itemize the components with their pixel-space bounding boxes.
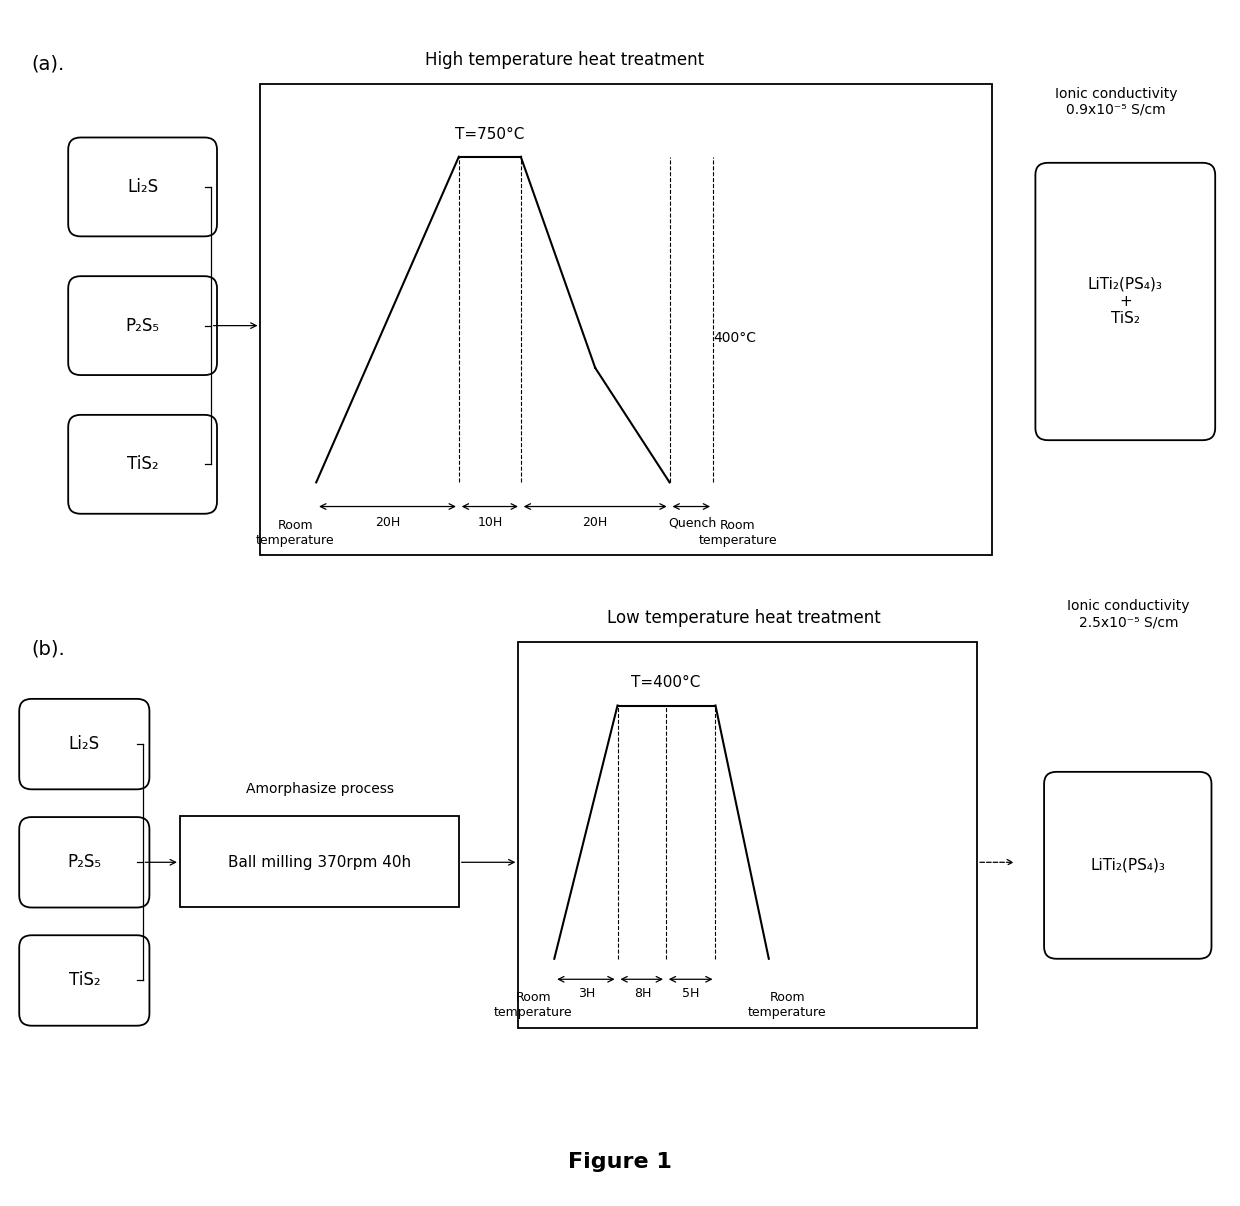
Text: Room
temperature: Room temperature [494,991,573,1019]
FancyBboxPatch shape [20,818,150,908]
Text: Li₂S: Li₂S [126,178,159,195]
Text: 10H: 10H [477,516,502,529]
FancyBboxPatch shape [20,936,150,1025]
Bar [260,84,992,555]
Text: High temperature heat treatment: High temperature heat treatment [424,51,704,69]
Text: P₂S₅: P₂S₅ [67,854,102,871]
Text: 5H: 5H [682,987,699,1000]
FancyBboxPatch shape [68,276,217,375]
Bar [180,816,459,907]
Text: 3H: 3H [578,987,595,1000]
Text: Low temperature heat treatment: Low temperature heat treatment [608,609,880,627]
Text: Quench: Quench [668,516,715,529]
Text: TiS₂: TiS₂ [68,972,100,989]
Text: P₂S₅: P₂S₅ [125,317,160,334]
Bar [518,642,977,1028]
FancyBboxPatch shape [68,137,217,236]
FancyBboxPatch shape [20,699,150,790]
Text: 8H: 8H [634,987,651,1000]
Text: Room
temperature: Room temperature [698,519,777,546]
Text: LiTi₂(PS₄)₃
+
TiS₂: LiTi₂(PS₄)₃ + TiS₂ [1087,276,1163,327]
Text: Room
temperature: Room temperature [255,519,335,546]
Text: Li₂S: Li₂S [68,736,100,753]
Text: Ball milling 370rpm 40h: Ball milling 370rpm 40h [228,855,412,870]
Text: Ionic conductivity
0.9x10⁻⁵ S/cm: Ionic conductivity 0.9x10⁻⁵ S/cm [1055,87,1177,117]
Text: (a).: (a). [31,54,64,74]
Text: 400°C: 400°C [713,330,756,345]
FancyBboxPatch shape [1044,772,1211,959]
Text: Room
temperature: Room temperature [748,991,827,1019]
Text: Figure 1: Figure 1 [568,1152,672,1172]
Text: TiS₂: TiS₂ [126,456,159,473]
Text: Amorphasize process: Amorphasize process [246,781,394,796]
Text: (b).: (b). [31,639,64,658]
Text: T=400°C: T=400°C [631,675,701,690]
Text: 20H: 20H [376,516,401,529]
Text: T=750°C: T=750°C [455,128,525,142]
Text: Ionic conductivity
2.5x10⁻⁵ S/cm: Ionic conductivity 2.5x10⁻⁵ S/cm [1068,599,1189,630]
Text: 20H: 20H [583,516,608,529]
FancyBboxPatch shape [1035,163,1215,440]
Text: LiTi₂(PS₄)₃: LiTi₂(PS₄)₃ [1090,857,1166,873]
FancyBboxPatch shape [68,415,217,514]
